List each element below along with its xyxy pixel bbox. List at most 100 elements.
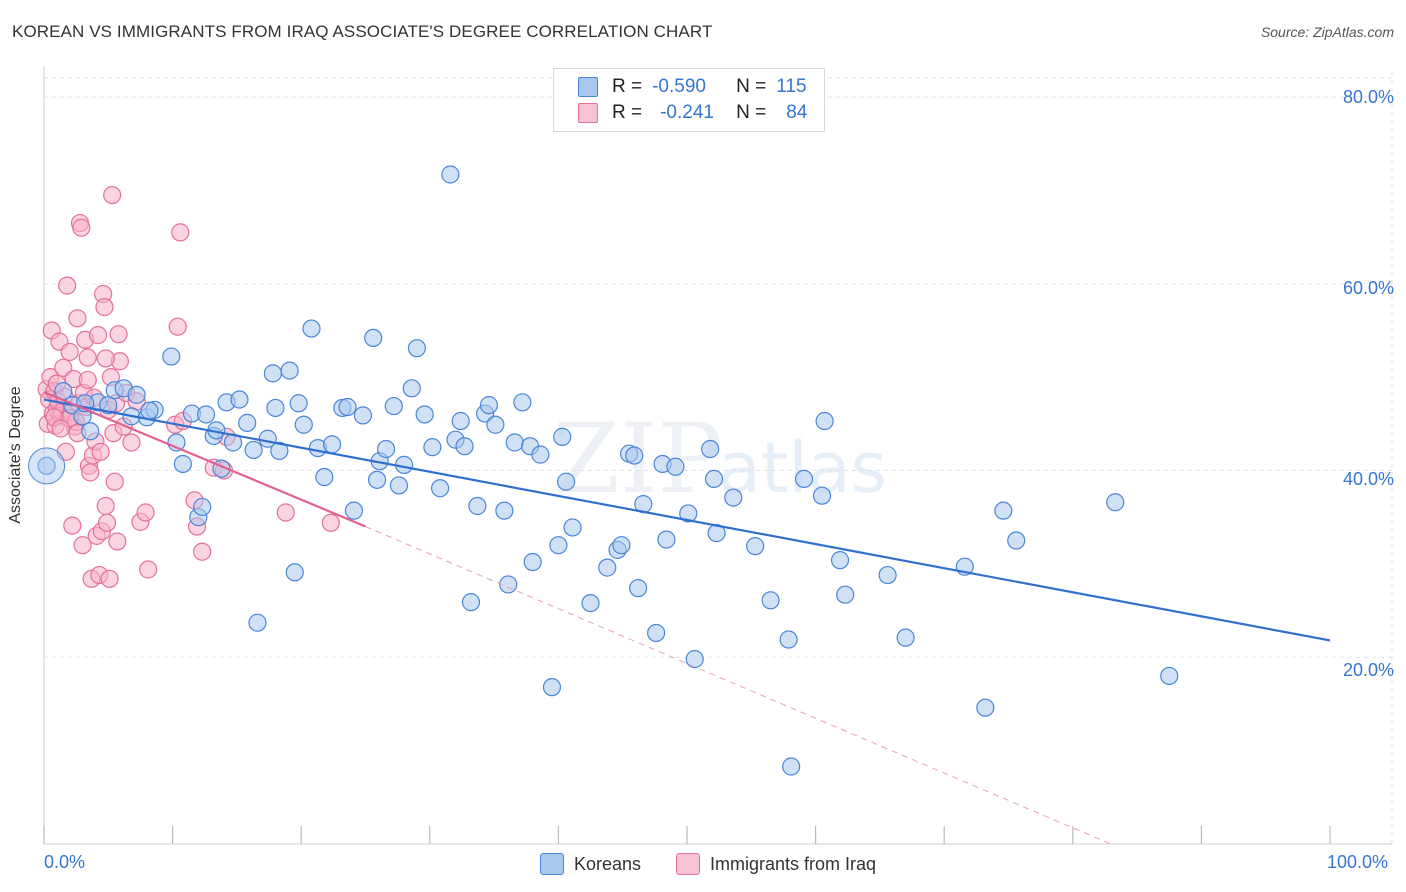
data-point [531,445,550,464]
data-point [495,501,514,520]
koreans-legend-swatch [540,853,564,875]
data-point [468,496,487,516]
data-point [384,396,403,416]
data-point [523,552,542,572]
data-point [109,325,128,344]
data-point [647,623,666,643]
koreans-legend-label: Koreans [574,853,642,874]
r-value: -0.590 [652,76,706,97]
data-point [779,630,798,649]
data-point [407,339,427,358]
data-point [794,469,814,489]
trend-lines [43,391,1331,845]
data-point [367,470,387,489]
data-point [1007,531,1026,550]
data-point [479,396,499,415]
data-point [99,396,118,415]
data-point [746,537,765,556]
data-point [679,504,698,523]
data-point [230,390,249,409]
legend-koreans[interactable]: Koreans [540,852,641,876]
data-point [140,401,159,420]
data-point [505,433,524,452]
data-point [193,542,212,561]
data-point [193,497,212,517]
r-label: R = [612,102,643,123]
data-point [91,442,110,461]
data-point [657,530,676,549]
data-point [423,438,442,457]
data-point [315,467,334,487]
data-point [139,560,158,579]
data-point [285,563,304,582]
chart-title: KOREAN VS IMMIGRANTS FROM IRAQ ASSOCIATE… [12,22,713,41]
data-point [1160,666,1179,686]
data-point [322,435,342,454]
data-point [108,532,127,551]
legend-row-iraq: R = -0.241 N = 84 [578,101,807,125]
data-point [270,441,289,460]
data-point [353,406,373,425]
data-point [103,185,122,205]
data-point [58,276,77,295]
data-point [73,536,92,555]
data-point-large [28,447,66,485]
trendline-iraq [43,391,366,528]
data-point [280,361,299,380]
data-point [461,593,481,612]
data-point [486,415,505,434]
y-tick-label: 40.0% [1342,469,1394,489]
data-point [836,585,855,604]
data-point [96,349,115,368]
data-point [81,463,100,482]
data-point [72,218,91,237]
data-point [127,385,146,404]
y-tick-label: 20.0% [1342,660,1394,680]
data-point [549,536,568,555]
data-point [168,317,187,336]
data-point [376,439,396,459]
data-point [441,165,460,184]
data-point [557,472,576,491]
data-point [51,419,70,438]
data-point [162,347,181,366]
data-point [455,437,474,456]
data-point [430,479,450,498]
axes [43,66,1392,845]
chart-source: Source: ZipAtlas.com [1260,24,1394,40]
n-value: 115 [776,76,807,97]
data-point [97,513,117,532]
data-point [815,411,834,431]
data-point [625,446,644,465]
n-label: N = [736,102,767,123]
data-point [122,433,141,452]
data-point [513,393,532,412]
watermark-atlas: atlas [718,427,887,509]
data-point [68,309,87,328]
data-point [364,328,383,348]
y-tick-label: 60.0% [1342,278,1394,298]
y-axis-label: Associate's Degree [7,386,24,524]
series-iraq-points [37,185,340,588]
watermark: ZIP atlas [553,403,887,515]
stats-legend: R = -0.590 N = 115 R = -0.241 N = 84 [553,68,825,132]
r-label: R = [612,76,643,97]
trendline-koreans [43,398,1331,642]
data-point [701,439,720,459]
data-point [830,551,850,570]
data-point [263,364,283,383]
data-point [136,503,155,522]
data-point [95,297,114,317]
data-point [542,678,562,697]
data-point [761,591,780,610]
data-point [896,628,915,647]
legend-iraq[interactable]: Immigrants from Iraq [676,852,876,876]
data-point [344,501,364,520]
data-point [81,422,100,441]
data-point [666,457,685,476]
data-point [248,613,267,632]
data-point [63,516,82,535]
y-tick-label: 80.0% [1342,87,1394,107]
data-point [100,569,119,588]
